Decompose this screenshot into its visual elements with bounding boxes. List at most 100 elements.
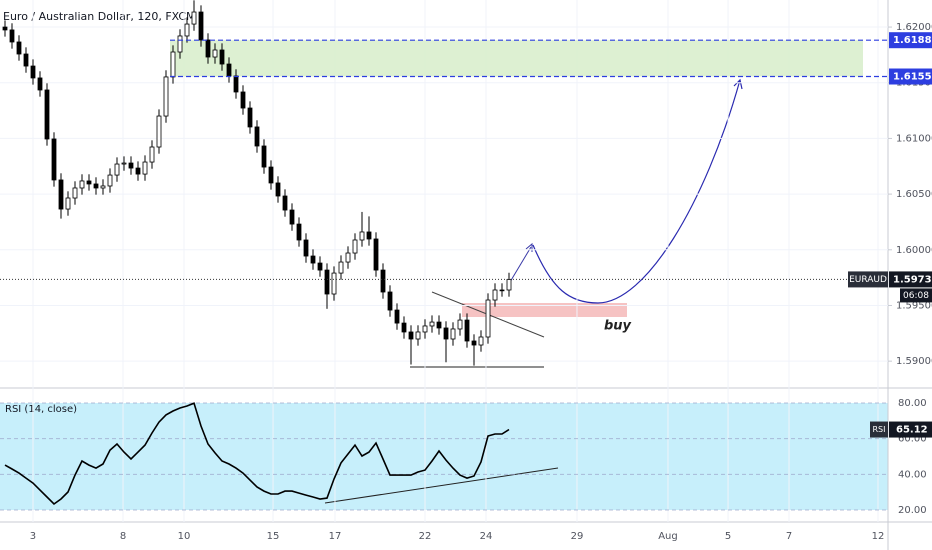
level-tag bbox=[889, 68, 932, 85]
candle-body bbox=[387, 291, 393, 311]
candle-body bbox=[58, 179, 64, 210]
y-tick-label: 1.59000 bbox=[896, 356, 932, 367]
candle-body bbox=[23, 53, 29, 67]
candle-body bbox=[359, 231, 365, 241]
candle-body bbox=[170, 51, 176, 78]
y-tick-label: 1.60000 bbox=[896, 245, 932, 256]
projection-curve bbox=[532, 79, 741, 304]
candle-body bbox=[177, 35, 183, 53]
candle-body bbox=[268, 166, 274, 184]
candle-body bbox=[79, 180, 85, 189]
x-tick-label: 12 bbox=[872, 531, 885, 542]
target-zone bbox=[170, 40, 863, 77]
candle-body bbox=[65, 197, 71, 210]
x-tick-label: 15 bbox=[267, 531, 280, 542]
candle-body bbox=[380, 269, 386, 293]
y-tick-label: 80.00 bbox=[898, 398, 927, 409]
rsi-name-label: RSI bbox=[873, 425, 886, 434]
candle-body bbox=[142, 161, 148, 175]
candle-body bbox=[345, 252, 351, 263]
candle-body bbox=[135, 167, 141, 175]
level-label: 1.61882 bbox=[893, 35, 932, 46]
candle-body bbox=[149, 146, 155, 163]
candle-body bbox=[233, 75, 239, 93]
x-tick-label: 7 bbox=[786, 531, 792, 542]
x-tick-label: Aug bbox=[658, 531, 678, 542]
rsi-value-label: 65.12 bbox=[896, 425, 928, 436]
candle-body bbox=[9, 29, 15, 43]
countdown-label: 06:08 bbox=[903, 291, 929, 301]
x-tick-label: 17 bbox=[329, 531, 342, 542]
candle-body bbox=[408, 331, 414, 340]
candle-body bbox=[324, 269, 330, 295]
candle-body bbox=[114, 163, 120, 176]
candle-body bbox=[191, 11, 197, 25]
candle-body bbox=[338, 261, 344, 274]
y-tick-label: 40.00 bbox=[898, 469, 927, 480]
candle-body bbox=[51, 138, 57, 181]
y-tick-label: 20.00 bbox=[898, 505, 927, 516]
candle-body bbox=[2, 26, 8, 31]
rsi-name-tag bbox=[870, 421, 888, 438]
level-label: 1.61556 bbox=[893, 72, 932, 83]
x-tick-label: 22 bbox=[419, 531, 432, 542]
candle-body bbox=[415, 331, 421, 340]
candle-body bbox=[352, 239, 358, 254]
rsi-trend-line bbox=[324, 467, 559, 504]
candle-body bbox=[464, 319, 470, 342]
symbol-tag bbox=[848, 271, 888, 288]
candle-body bbox=[121, 162, 127, 165]
symbol-label: EURAUD bbox=[849, 275, 887, 285]
candle-body bbox=[30, 65, 36, 79]
candle-body bbox=[443, 327, 449, 340]
countdown-tag bbox=[900, 288, 932, 303]
price-tag bbox=[889, 271, 932, 288]
candle-body bbox=[450, 328, 456, 340]
candle-body bbox=[261, 145, 267, 168]
candle-body bbox=[198, 11, 204, 41]
candle-body bbox=[128, 162, 134, 169]
level-tag bbox=[889, 32, 932, 49]
x-tick-label: 24 bbox=[480, 531, 493, 542]
y-tick-label: 1.60500 bbox=[896, 189, 932, 200]
candle-body bbox=[37, 77, 43, 91]
candle-body bbox=[422, 325, 428, 333]
rsi-line bbox=[4, 402, 510, 506]
candle-body bbox=[156, 115, 162, 148]
price-label: 1.59734 bbox=[893, 274, 932, 285]
candle-body bbox=[184, 23, 190, 37]
candle-body bbox=[310, 255, 316, 264]
candle-body bbox=[163, 76, 169, 117]
arrow-head bbox=[733, 78, 743, 90]
candle-body bbox=[275, 182, 281, 197]
candle-body bbox=[492, 289, 498, 301]
candle-body bbox=[240, 91, 246, 109]
candle-body bbox=[331, 272, 337, 295]
candle-body bbox=[72, 187, 78, 199]
x-tick-label: 3 bbox=[30, 531, 36, 542]
candle-body bbox=[373, 238, 379, 271]
candle-body bbox=[212, 49, 218, 58]
candle-body bbox=[457, 319, 463, 330]
x-tick-label: 8 bbox=[120, 531, 126, 542]
y-tick-label: 1.61000 bbox=[896, 133, 932, 144]
candle-body bbox=[107, 174, 113, 187]
candle-body bbox=[303, 239, 309, 257]
candle-body bbox=[86, 180, 92, 185]
y-tick-label: 1.62000 bbox=[896, 22, 932, 33]
candle-body bbox=[254, 126, 260, 147]
candle-body bbox=[226, 63, 232, 77]
y-tick-label: 60.00 bbox=[898, 434, 927, 445]
candle-body bbox=[16, 41, 22, 55]
x-tick-label: 5 bbox=[725, 531, 731, 542]
x-tick-label: 10 bbox=[178, 531, 191, 542]
candle-body bbox=[401, 322, 407, 333]
candle-body bbox=[205, 39, 211, 58]
candle-body bbox=[289, 209, 295, 225]
candle-body bbox=[282, 195, 288, 211]
y-tick-label: 1.59500 bbox=[896, 300, 932, 311]
annotation: buy bbox=[604, 319, 632, 334]
x-tick-label: 29 bbox=[571, 531, 584, 542]
candle-body bbox=[394, 309, 400, 324]
candle-body bbox=[247, 107, 253, 128]
